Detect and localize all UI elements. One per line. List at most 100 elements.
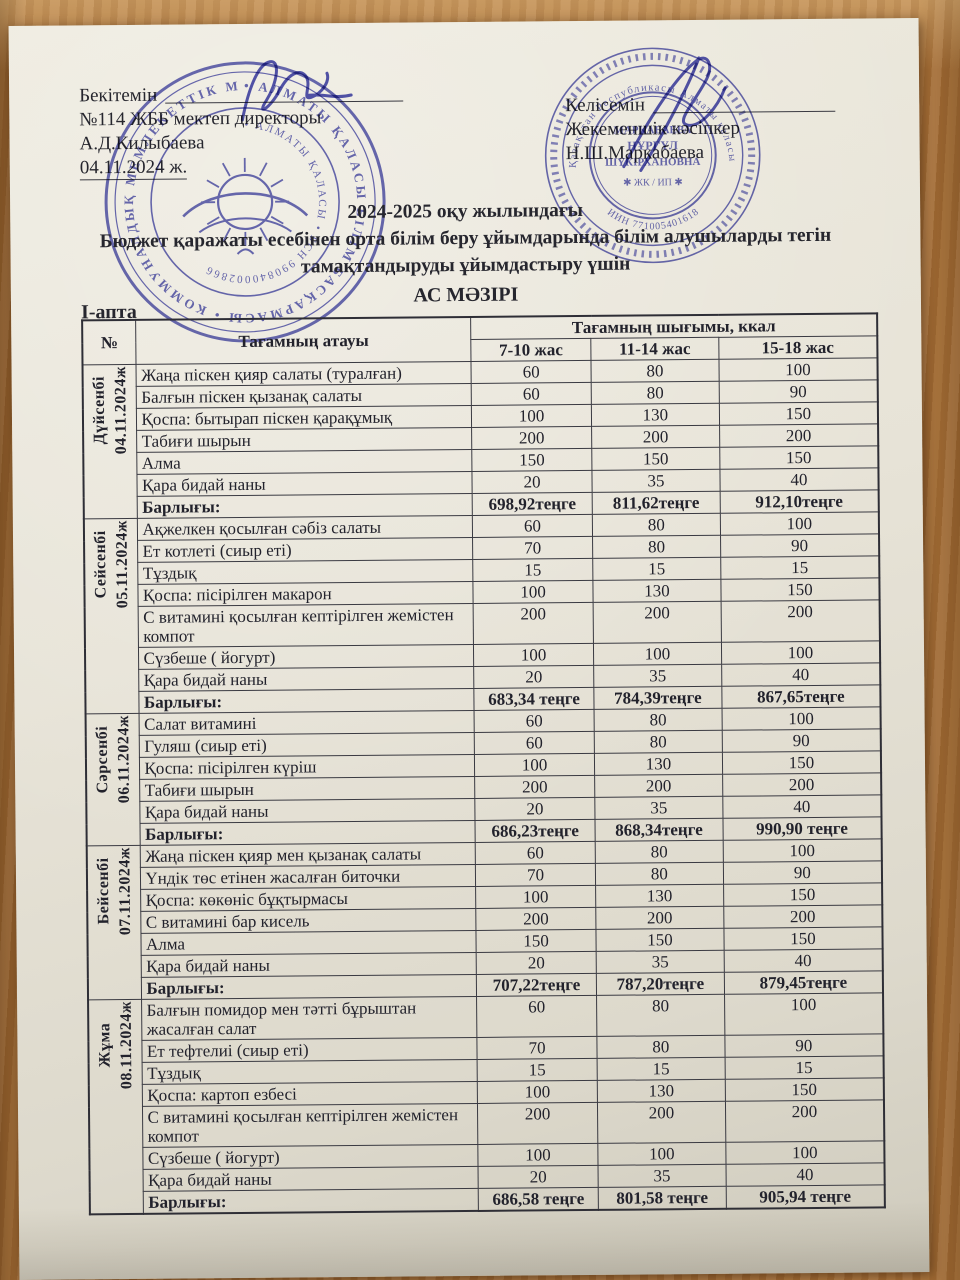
kcal-value: 20 (474, 797, 595, 821)
kcal-value: 200 (471, 426, 592, 450)
director-name: А.Д.Килыбаева (79, 132, 205, 155)
dish-name: Қара бидай наны (140, 798, 476, 824)
signature-line (165, 81, 404, 104)
dish-name: Жаңа піскен қияр салаты (туралған) (136, 361, 472, 387)
agree-line: Келісемін (565, 89, 836, 118)
dish-name: Қара бидай наны (139, 666, 474, 692)
approval-date: 04.11.2024 ж. (79, 156, 188, 181)
day-name: Жұма (95, 1022, 114, 1068)
kcal-value: 60 (474, 731, 595, 755)
total-label: Барлығы: (141, 974, 477, 1000)
approve-label: Бекітемін (79, 84, 158, 107)
kcal-value: 70 (475, 863, 596, 887)
kcal-value: 100 (718, 357, 878, 382)
day-cell: Жұма 08.11.2024ж (88, 999, 144, 1215)
kcal-value: 15 (720, 555, 880, 580)
kcal-value: 80 (595, 840, 724, 864)
dish-name: Сүзбеше ( йогурт) (138, 644, 474, 670)
dish-name: Қара бидай наны (143, 1166, 479, 1192)
total-value: 698,92теңге (472, 492, 593, 516)
dish-name: Ет тефтелиі (сиыр еті) (142, 1037, 478, 1063)
kcal-value: 200 (722, 772, 882, 797)
kcal-value: 60 (471, 360, 592, 384)
dish-name: Қара бидай наны (137, 471, 473, 497)
menu-table-body: Дүйсенбі 04.11.2024ж Жаңа піскен қияр сала… (82, 357, 885, 1215)
dish-name: Үндік төс етінен жасалған биточки (140, 864, 476, 890)
kcal-value: 200 (719, 423, 879, 448)
total-label: Барлығы: (137, 493, 473, 519)
total-value: 867,65теңге (721, 684, 881, 709)
kcal-value: 130 (592, 579, 721, 603)
kcal-value: 150 (722, 750, 882, 775)
total-value: 683,34 теңге (473, 687, 595, 711)
kcal-value: 80 (592, 513, 721, 537)
kcal-value: 60 (472, 514, 593, 538)
menu-table: № Тағамның атауы Тағамның шығымы, ккал 7… (81, 312, 886, 1216)
kcal-value: 200 (475, 907, 596, 931)
kcal-value: 100 (471, 404, 592, 428)
kcal-value: 20 (478, 1165, 599, 1189)
dish-name: С витамині бар кисель (141, 908, 477, 934)
kcal-value: 90 (722, 728, 881, 753)
kcal-value: 100 (597, 1142, 726, 1166)
kcal-value: 80 (591, 381, 720, 405)
kcal-value: 35 (593, 664, 722, 688)
kcal-value: 100 (473, 643, 594, 667)
dish-row: С витамині қосылған кептірілген жемістен… (89, 1099, 885, 1148)
total-value: 990,90 теңге (722, 816, 882, 841)
dish-name: Табиғи шырын (140, 776, 475, 802)
col-header-no: № (82, 319, 137, 365)
signature-line (652, 91, 836, 114)
dish-name: Қара бидай наны (141, 952, 477, 978)
dish-name: Қоспа: пісірілген макарон (138, 581, 474, 607)
kcal-value: 100 (475, 885, 596, 909)
kcal-value: 150 (719, 401, 879, 426)
document-page: Бекітемін №114 ЖББ мектеп директоры А.Д.… (8, 18, 930, 1280)
dish-name: Қоспа: бытырап піскен қарақұмық (136, 405, 472, 431)
kcal-value: 40 (721, 662, 881, 687)
total-value: 905,94 теңге (726, 1184, 885, 1209)
total-label: Барлығы: (140, 820, 476, 846)
total-label: Барлығы: (143, 1188, 479, 1214)
kcal-value: 20 (473, 665, 594, 689)
kcal-value: 60 (474, 709, 595, 733)
ip-stamp-type: ✱ ЖК / ИП ✱ (623, 177, 683, 189)
col-header-age-7-10: 7-10 жас (470, 338, 591, 362)
kcal-value: 15 (592, 557, 721, 581)
dish-name: Ақжелкен қосылған сәбіз салаты (137, 515, 473, 541)
document-title: 2024-2025 оқу жылындағы Бюджет қаражаты … (10, 194, 921, 313)
kcal-value: 100 (722, 838, 882, 863)
kcal-value: 90 (718, 379, 878, 404)
kcal-value: 100 (474, 753, 595, 777)
kcal-value: 200 (477, 1102, 598, 1145)
title-line-4: АС МӘЗІРІ (413, 283, 519, 307)
col-header-dish: Тағамның атауы (136, 316, 472, 365)
total-value: 868,34теңге (594, 818, 723, 842)
dish-name: Қоспа: пісірілген күріш (139, 754, 475, 780)
total-value: 686,23теңге (475, 819, 596, 843)
kcal-value: 40 (725, 1162, 885, 1187)
dish-name: Тұздық (142, 1059, 478, 1085)
day-name: Сәрсенбі (93, 725, 111, 794)
kcal-value: 90 (720, 533, 880, 558)
kcal-value: 200 (591, 425, 720, 449)
approve-line: Бекітемін (79, 79, 404, 109)
dish-name: Табиғи шырын (137, 427, 472, 453)
kcal-value: 100 (477, 1143, 599, 1167)
dish-name: Тұздық (138, 559, 474, 585)
kcal-value: 200 (723, 904, 883, 929)
kcal-value: 35 (596, 950, 725, 974)
kcal-value: 100 (720, 511, 880, 536)
total-value: 811,62теңге (592, 491, 721, 515)
kcal-value: 100 (593, 642, 722, 666)
kcal-value: 80 (595, 862, 724, 886)
kcal-value: 100 (477, 1080, 598, 1104)
kcal-value: 60 (475, 841, 596, 865)
kcal-value: 15 (597, 1057, 726, 1081)
agree-label: Келісемін (565, 94, 646, 117)
dish-row: С витамині қосылған кептірілген жемістен… (85, 599, 880, 648)
kcal-value: 150 (725, 1077, 884, 1102)
dish-name: Алма (137, 449, 473, 475)
approval-block-entrepreneur: Келісемін Жекеменшік кәсіпкер Н.Ш.Маркаб… (565, 89, 836, 166)
kcal-value: 200 (720, 599, 880, 643)
